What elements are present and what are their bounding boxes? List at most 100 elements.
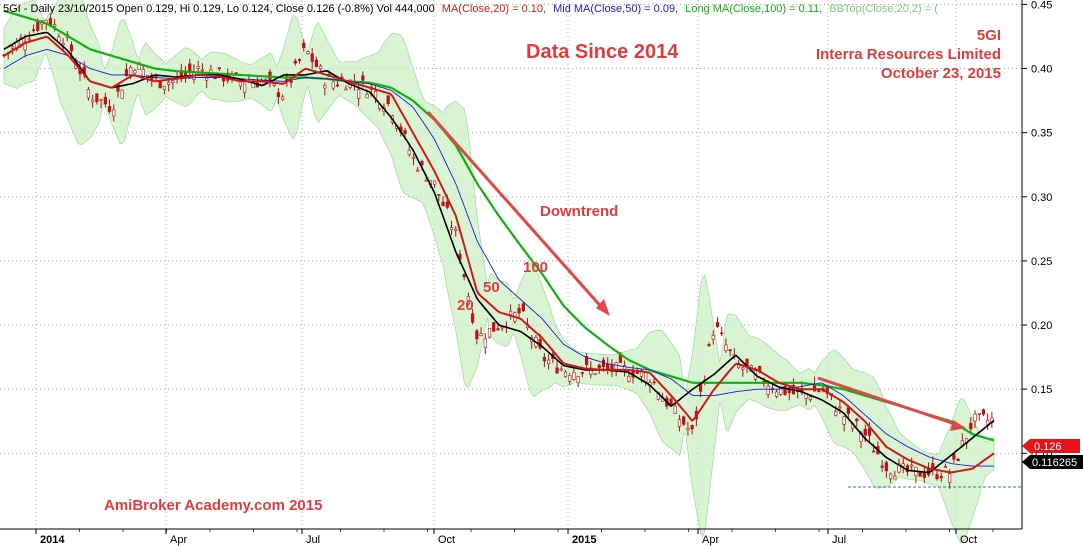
y-tick-label: 0.20 <box>1031 320 1052 332</box>
price-candle <box>454 228 458 231</box>
price-candle <box>483 338 487 348</box>
price-candle <box>897 463 901 473</box>
price-candle <box>855 418 859 422</box>
price-candle <box>411 156 416 159</box>
price-candle <box>314 59 319 67</box>
price-candle <box>276 92 281 97</box>
price-candle <box>420 161 424 166</box>
price-candle <box>741 367 745 370</box>
price-candle <box>53 24 57 27</box>
price-candle <box>724 344 728 351</box>
price-candle <box>652 381 656 384</box>
price-candle <box>606 363 610 370</box>
price-candle <box>872 450 876 453</box>
price-candle <box>585 356 589 365</box>
price-candle <box>893 475 897 480</box>
price-candle <box>766 385 770 395</box>
price-candle <box>846 407 850 414</box>
price-candle <box>69 44 74 52</box>
price-candle <box>416 169 420 172</box>
x-tick-label: 2015 <box>572 534 596 546</box>
price-candle <box>597 364 601 369</box>
downtrend-arrow <box>426 111 610 316</box>
price-candle <box>91 99 95 103</box>
center-title: Data Since 2014 <box>526 41 679 63</box>
header-line: 5GI - Daily 23/10/2015 Open 0.129, Hi 0.… <box>3 3 938 15</box>
price-candle <box>196 66 200 69</box>
price-candle <box>500 326 504 329</box>
price-candle <box>918 471 922 477</box>
price-candle <box>910 464 914 467</box>
price-candle <box>407 149 411 155</box>
price-candle <box>867 428 872 436</box>
header-ma50: Mid MA(Close,50) = 0.09, <box>553 3 678 15</box>
price-candle <box>559 368 563 371</box>
price-candle <box>200 69 205 72</box>
price-candle <box>644 372 648 382</box>
x-tick-label: Apr <box>170 534 187 546</box>
header-ma100: Long MA(Close,100) = 0.11, <box>685 3 822 15</box>
price-candle <box>445 201 449 208</box>
price-candle <box>639 370 644 377</box>
price-candle <box>977 413 981 415</box>
price-candle <box>635 372 639 374</box>
price-candle <box>424 179 428 182</box>
price-candle <box>281 96 285 100</box>
y-tick-label: 0.15 <box>1031 384 1052 396</box>
price-candle <box>141 69 145 78</box>
price-candle <box>243 83 247 93</box>
x-tick-label: Oct <box>960 534 977 546</box>
ma100-label: 100 <box>523 259 548 276</box>
price-candle <box>449 227 454 231</box>
price-candle <box>948 473 952 483</box>
y-tick-label: 0.35 <box>1031 128 1052 140</box>
x-tick-label: 2014 <box>40 534 65 546</box>
price-candle <box>973 413 977 422</box>
price-candle <box>783 385 787 395</box>
close-price-tag: 0.126 <box>1022 439 1080 453</box>
price-candle <box>593 373 597 376</box>
price-candle <box>365 94 369 99</box>
price-candle <box>61 43 65 46</box>
price-candle <box>120 89 124 99</box>
price-candle <box>386 95 390 105</box>
price-candle <box>133 70 137 74</box>
ma50-line <box>3 49 994 467</box>
price-candle <box>27 38 31 41</box>
price-candle <box>589 367 593 375</box>
price-candle <box>310 53 314 62</box>
price-candle <box>834 410 838 416</box>
price-candle <box>690 425 694 430</box>
y-tick-label: 0.45 <box>1031 0 1052 11</box>
price-candle <box>981 409 986 415</box>
header-ma20: MA(Close,20) = 0.10, <box>442 3 546 15</box>
watermark: AmiBroker Academy.com 2015 <box>104 497 322 514</box>
price-candle <box>289 80 293 83</box>
price-candle <box>969 422 973 430</box>
price-candle <box>986 419 990 425</box>
price-candle <box>555 367 559 374</box>
price-candle <box>728 349 732 352</box>
downtrend-label: Downtrend <box>540 203 618 220</box>
price-candle <box>939 476 943 479</box>
price-candle <box>580 372 584 374</box>
date-label: October 23, 2015 <box>881 65 1001 82</box>
ma20-line <box>3 35 995 474</box>
price-candle <box>167 81 171 85</box>
price-candle <box>863 428 867 436</box>
price-candle <box>441 201 445 206</box>
price-candle <box>475 330 479 340</box>
price-candle <box>99 99 103 101</box>
price-candle <box>817 390 821 392</box>
price-candle <box>808 396 812 400</box>
price-candle <box>956 458 960 462</box>
ma-price-value: 0.116265 <box>1032 457 1077 469</box>
price-candle <box>517 308 521 314</box>
price-candle <box>357 89 361 99</box>
price-candle <box>521 303 525 312</box>
price-candle <box>487 328 492 338</box>
price-candle <box>888 473 893 480</box>
price-candle <box>403 130 407 134</box>
